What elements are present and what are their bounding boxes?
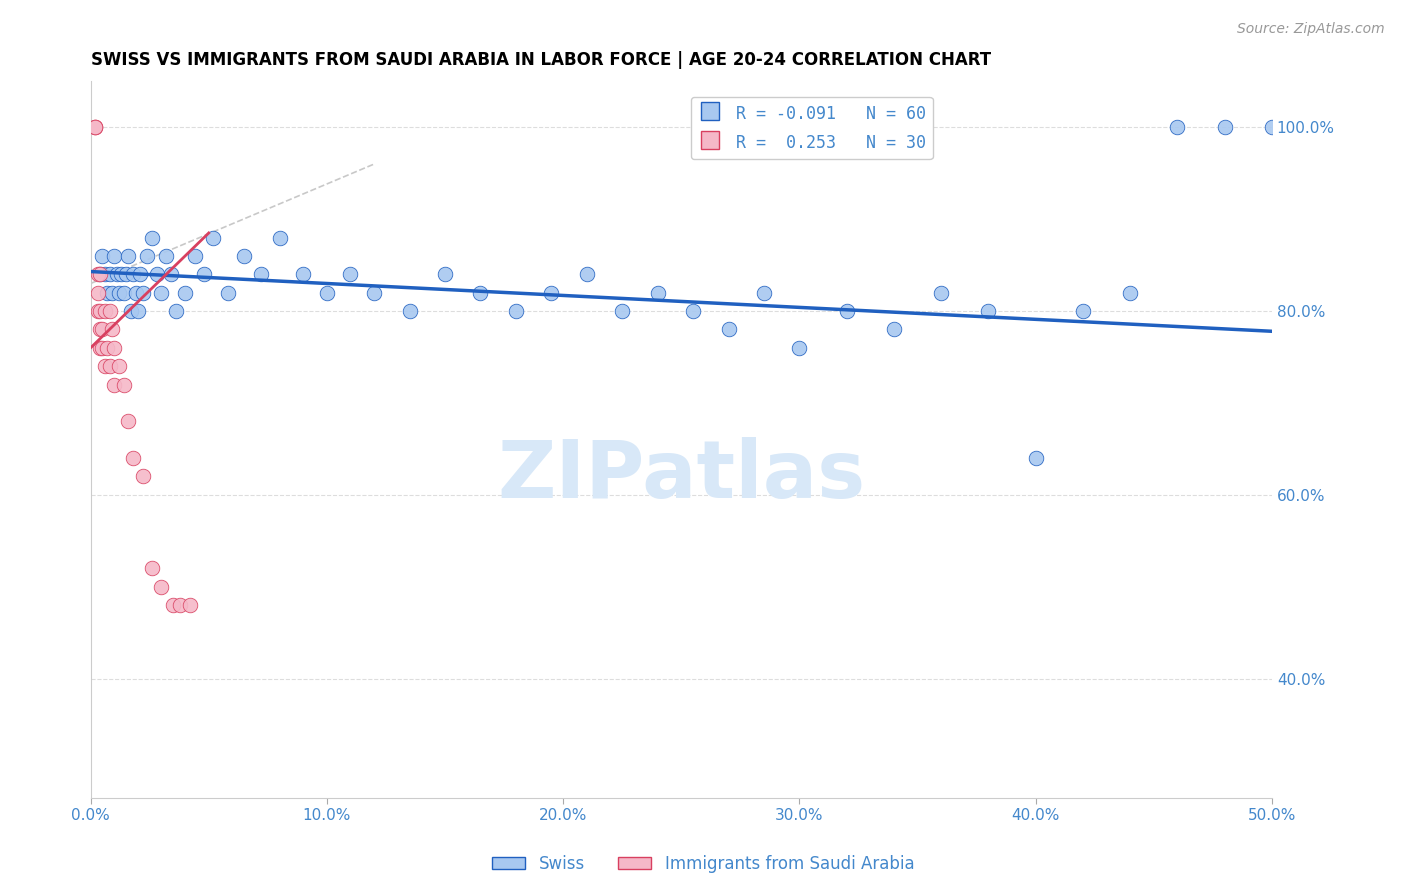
Point (89, 268, 111, 282)
Point (122, 268, 145, 282)
Point (84, 120, 107, 135)
Point (505, 304, 527, 318)
Point (612, 304, 634, 318)
Point (89, 304, 111, 318)
Point (145, 268, 167, 282)
Point (112, 285, 135, 300)
Point (98, 268, 121, 282)
Point (169, 598, 191, 612)
Point (398, 304, 420, 318)
Point (94, 268, 117, 282)
Point (129, 268, 152, 282)
Point (86, 268, 108, 282)
Point (89, 322, 111, 336)
Point (94, 304, 117, 318)
Point (101, 322, 124, 336)
Point (103, 377, 125, 392)
Point (789, 341, 811, 355)
Point (217, 285, 239, 300)
Legend: R = -0.091   N = 60, R =  0.253   N = 30: R = -0.091 N = 60, R = 0.253 N = 30 (692, 97, 932, 159)
Point (193, 268, 215, 282)
Point (108, 285, 131, 300)
Point (127, 304, 149, 318)
Point (160, 268, 183, 282)
Text: Source: ZipAtlas.com: Source: ZipAtlas.com (1237, 22, 1385, 37)
Legend: Swiss, Immigrants from Saudi Arabia: Swiss, Immigrants from Saudi Arabia (485, 848, 921, 880)
Point (91, 341, 114, 355)
Point (91, 249, 114, 263)
Point (155, 249, 177, 263)
Point (150, 285, 173, 300)
Point (101, 285, 124, 300)
Point (977, 304, 1000, 318)
Point (98, 304, 121, 318)
Point (179, 598, 201, 612)
Point (339, 268, 361, 282)
Point (117, 414, 139, 428)
Point (108, 359, 131, 374)
Point (86, 304, 108, 318)
Point (89, 268, 111, 282)
Point (717, 322, 740, 336)
Point (162, 598, 184, 612)
Point (110, 268, 132, 282)
Point (103, 341, 125, 355)
Point (183, 249, 205, 263)
Point (136, 249, 159, 263)
Point (292, 268, 315, 282)
Point (363, 285, 385, 300)
Text: ZIPatlas: ZIPatlas (498, 436, 865, 515)
Point (141, 561, 163, 575)
Point (98, 359, 121, 374)
Point (929, 285, 952, 300)
Point (84, 120, 107, 135)
Point (96, 341, 118, 355)
Point (174, 285, 197, 300)
Point (1119, 285, 1142, 300)
Point (112, 377, 135, 392)
Point (84, 120, 107, 135)
Point (315, 285, 337, 300)
Point (94, 359, 117, 374)
Point (434, 268, 457, 282)
Point (269, 230, 291, 244)
Point (233, 249, 256, 263)
Point (752, 285, 775, 300)
Point (124, 285, 146, 300)
Point (835, 304, 858, 318)
Point (1261, 120, 1284, 135)
Point (122, 451, 145, 466)
Point (131, 469, 153, 483)
Point (120, 304, 142, 318)
Point (141, 230, 163, 244)
Point (647, 285, 669, 300)
Point (105, 268, 128, 282)
Point (1213, 120, 1236, 135)
Point (89, 341, 111, 355)
Point (150, 580, 173, 594)
Point (202, 230, 225, 244)
Point (165, 304, 187, 318)
Point (1166, 120, 1188, 135)
Point (86, 285, 108, 300)
Point (91, 322, 114, 336)
Point (575, 268, 598, 282)
Text: SWISS VS IMMIGRANTS FROM SAUDI ARABIA IN LABOR FORCE | AGE 20-24 CORRELATION CHA: SWISS VS IMMIGRANTS FROM SAUDI ARABIA IN… (90, 51, 991, 69)
Point (883, 322, 905, 336)
Point (117, 249, 139, 263)
Point (1025, 451, 1047, 466)
Point (249, 268, 271, 282)
Point (103, 249, 125, 263)
Point (96, 285, 118, 300)
Point (470, 285, 492, 300)
Point (115, 268, 138, 282)
Point (131, 285, 153, 300)
Point (682, 304, 704, 318)
Point (1071, 304, 1094, 318)
Point (540, 285, 562, 300)
